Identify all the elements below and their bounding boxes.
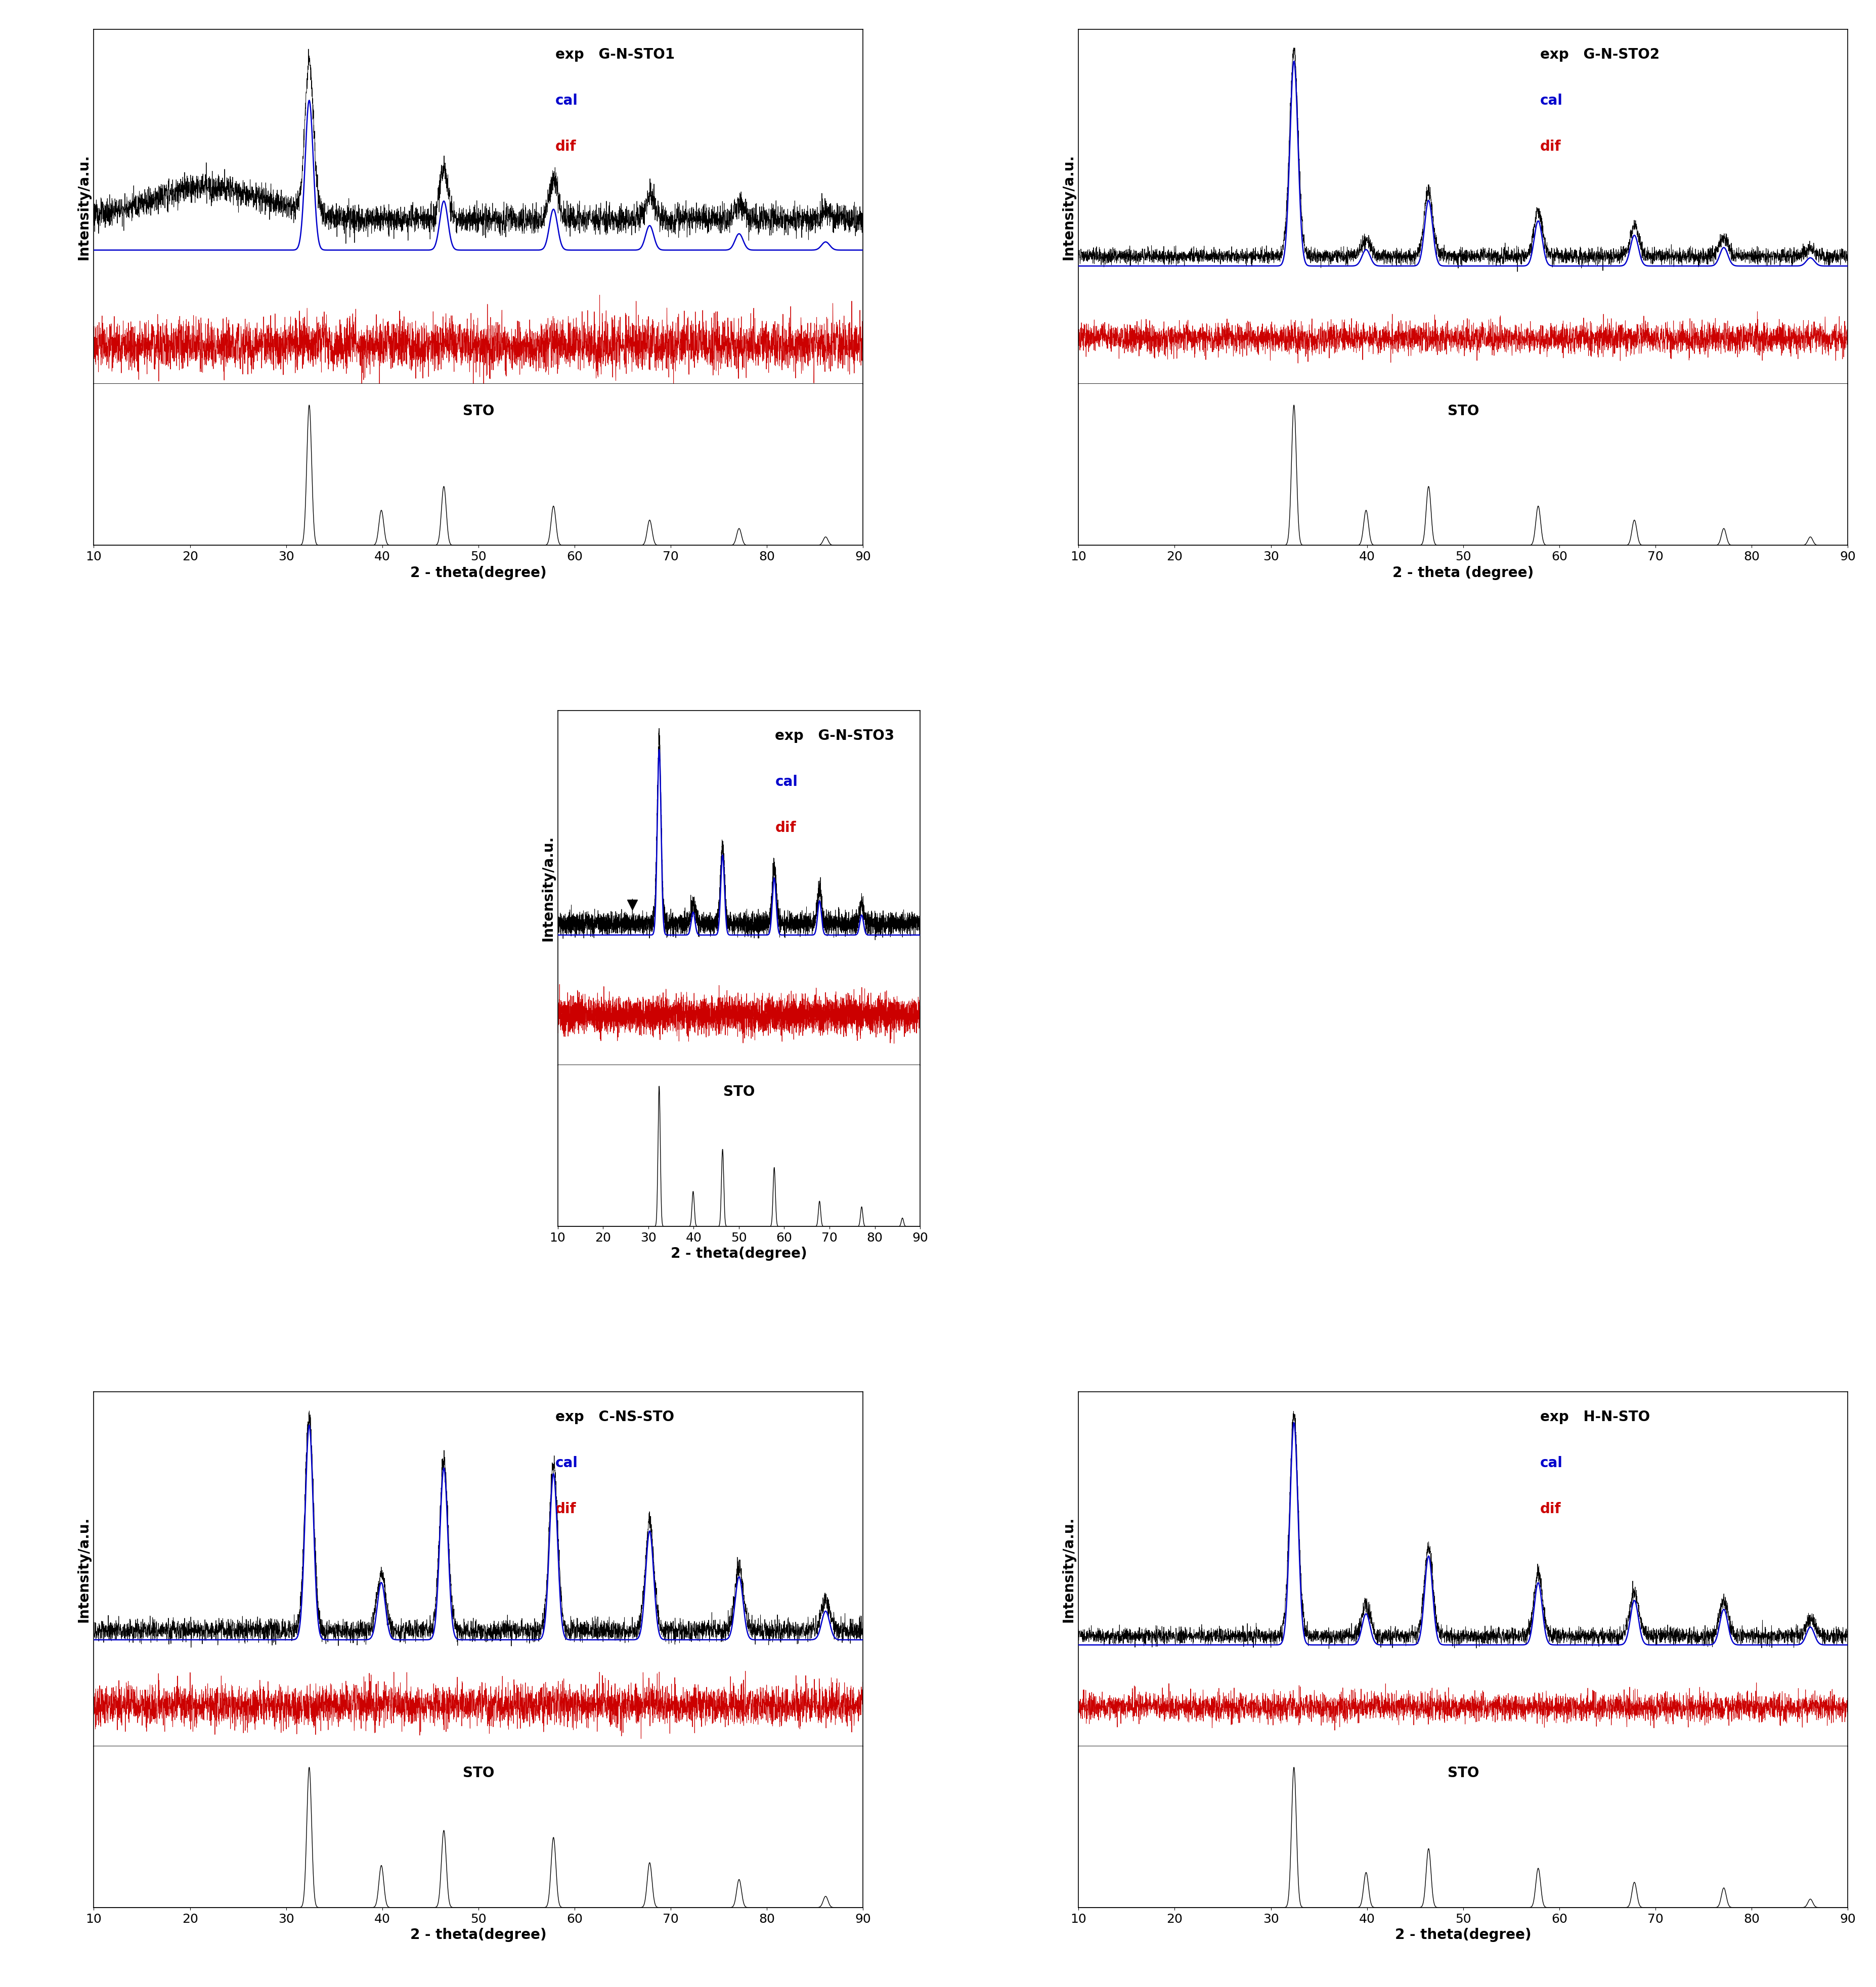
Text: dif: dif [1540, 1502, 1561, 1516]
Text: STO: STO [1448, 403, 1478, 417]
Text: exp   G-N-STO2: exp G-N-STO2 [1540, 48, 1660, 62]
X-axis label: 2 - theta(degree): 2 - theta(degree) [411, 1927, 546, 1941]
Text: exp   C-NS-STO: exp C-NS-STO [555, 1409, 673, 1423]
Y-axis label: Intensity/a.u.: Intensity/a.u. [77, 155, 92, 260]
Text: STO: STO [1448, 1766, 1478, 1780]
Text: dif: dif [555, 139, 576, 153]
Text: dif: dif [555, 1502, 576, 1516]
Text: cal: cal [555, 93, 578, 107]
Text: cal: cal [555, 1456, 578, 1470]
Text: exp   G-N-STO1: exp G-N-STO1 [555, 48, 675, 62]
Y-axis label: Intensity/a.u.: Intensity/a.u. [1062, 155, 1075, 260]
Text: dif: dif [775, 821, 795, 835]
Y-axis label: Intensity/a.u.: Intensity/a.u. [77, 1516, 92, 1621]
X-axis label: 2 - theta(degree): 2 - theta(degree) [672, 1246, 807, 1260]
Text: cal: cal [1540, 1456, 1563, 1470]
Text: exp   H-N-STO: exp H-N-STO [1540, 1409, 1651, 1423]
Text: exp   G-N-STO3: exp G-N-STO3 [775, 729, 895, 743]
X-axis label: 2 - theta (degree): 2 - theta (degree) [1392, 566, 1535, 580]
Y-axis label: Intensity/a.u.: Intensity/a.u. [540, 835, 555, 942]
X-axis label: 2 - theta(degree): 2 - theta(degree) [1396, 1927, 1531, 1941]
X-axis label: 2 - theta(degree): 2 - theta(degree) [411, 566, 546, 580]
Text: dif: dif [1540, 139, 1561, 153]
Text: STO: STO [463, 403, 493, 417]
Text: cal: cal [775, 775, 797, 789]
Y-axis label: Intensity/a.u.: Intensity/a.u. [1062, 1516, 1075, 1621]
Text: cal: cal [1540, 93, 1563, 107]
Text: STO: STO [722, 1085, 754, 1099]
Text: STO: STO [463, 1766, 493, 1780]
